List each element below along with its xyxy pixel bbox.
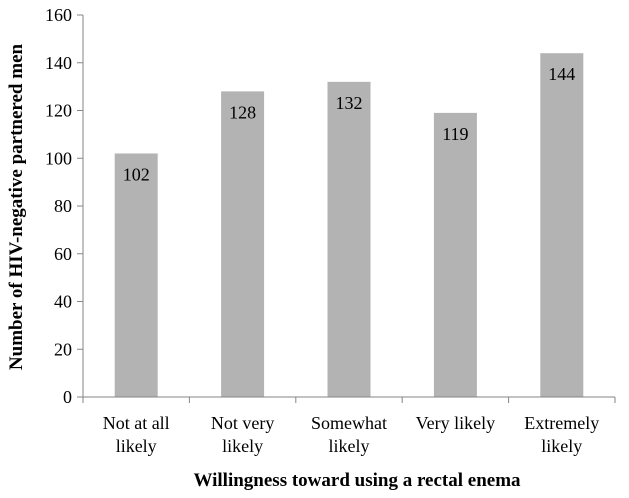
x-axis-category-labels: Not at all likely Not very likely Somewhat li… bbox=[103, 413, 600, 456]
y-tick-label: 120 bbox=[45, 101, 72, 121]
y-tick-label: 40 bbox=[54, 292, 72, 312]
x-category-label: Very likely bbox=[416, 413, 495, 433]
x-category-label-line: Not at all bbox=[103, 413, 170, 433]
x-category-label: Somewhat likely bbox=[311, 413, 387, 456]
y-tick-label: 80 bbox=[54, 196, 72, 216]
x-category-label-line: Somewhat bbox=[311, 413, 387, 433]
bar-data-label: 119 bbox=[442, 124, 468, 144]
y-tick-label: 100 bbox=[45, 148, 72, 168]
x-axis-title: Willingness toward using a rectal enema bbox=[193, 470, 521, 491]
bar-data-label: 128 bbox=[229, 102, 256, 122]
x-category-label: Extremely likely bbox=[524, 413, 599, 456]
bar bbox=[433, 112, 477, 397]
bar-data-label: 132 bbox=[336, 93, 363, 113]
bar bbox=[114, 153, 158, 397]
bar bbox=[327, 81, 371, 397]
y-tick-label: 60 bbox=[54, 244, 72, 264]
x-category-label: Not at all likely bbox=[103, 413, 170, 456]
x-category-label-line: likely bbox=[222, 436, 263, 456]
x-category-label-line: Very likely bbox=[416, 413, 495, 433]
bar bbox=[540, 53, 584, 397]
y-tick-label: 160 bbox=[45, 5, 72, 25]
y-axis-title: Number of HIV-negative partnered men bbox=[6, 44, 27, 371]
y-tick-label: 140 bbox=[45, 53, 72, 73]
y-axis-ticks: 0 20 40 60 80 100 120 140 160 bbox=[45, 5, 83, 407]
x-category-label-line: likely bbox=[116, 436, 157, 456]
axes-group bbox=[82, 15, 616, 403]
x-category-label: Not very likely bbox=[211, 413, 274, 456]
bar-data-label: 144 bbox=[548, 64, 575, 84]
x-category-label-line: Extremely bbox=[524, 413, 599, 433]
bars-group: 102 128 132 119 144 bbox=[114, 53, 584, 398]
x-category-label-line: likely bbox=[329, 436, 370, 456]
x-category-label-line: likely bbox=[541, 436, 582, 456]
bar bbox=[221, 91, 265, 398]
x-category-label-line: Not very bbox=[211, 413, 274, 433]
y-tick-label: 20 bbox=[54, 339, 72, 359]
y-tick-label: 0 bbox=[63, 387, 72, 407]
bar-data-label: 102 bbox=[123, 164, 150, 184]
